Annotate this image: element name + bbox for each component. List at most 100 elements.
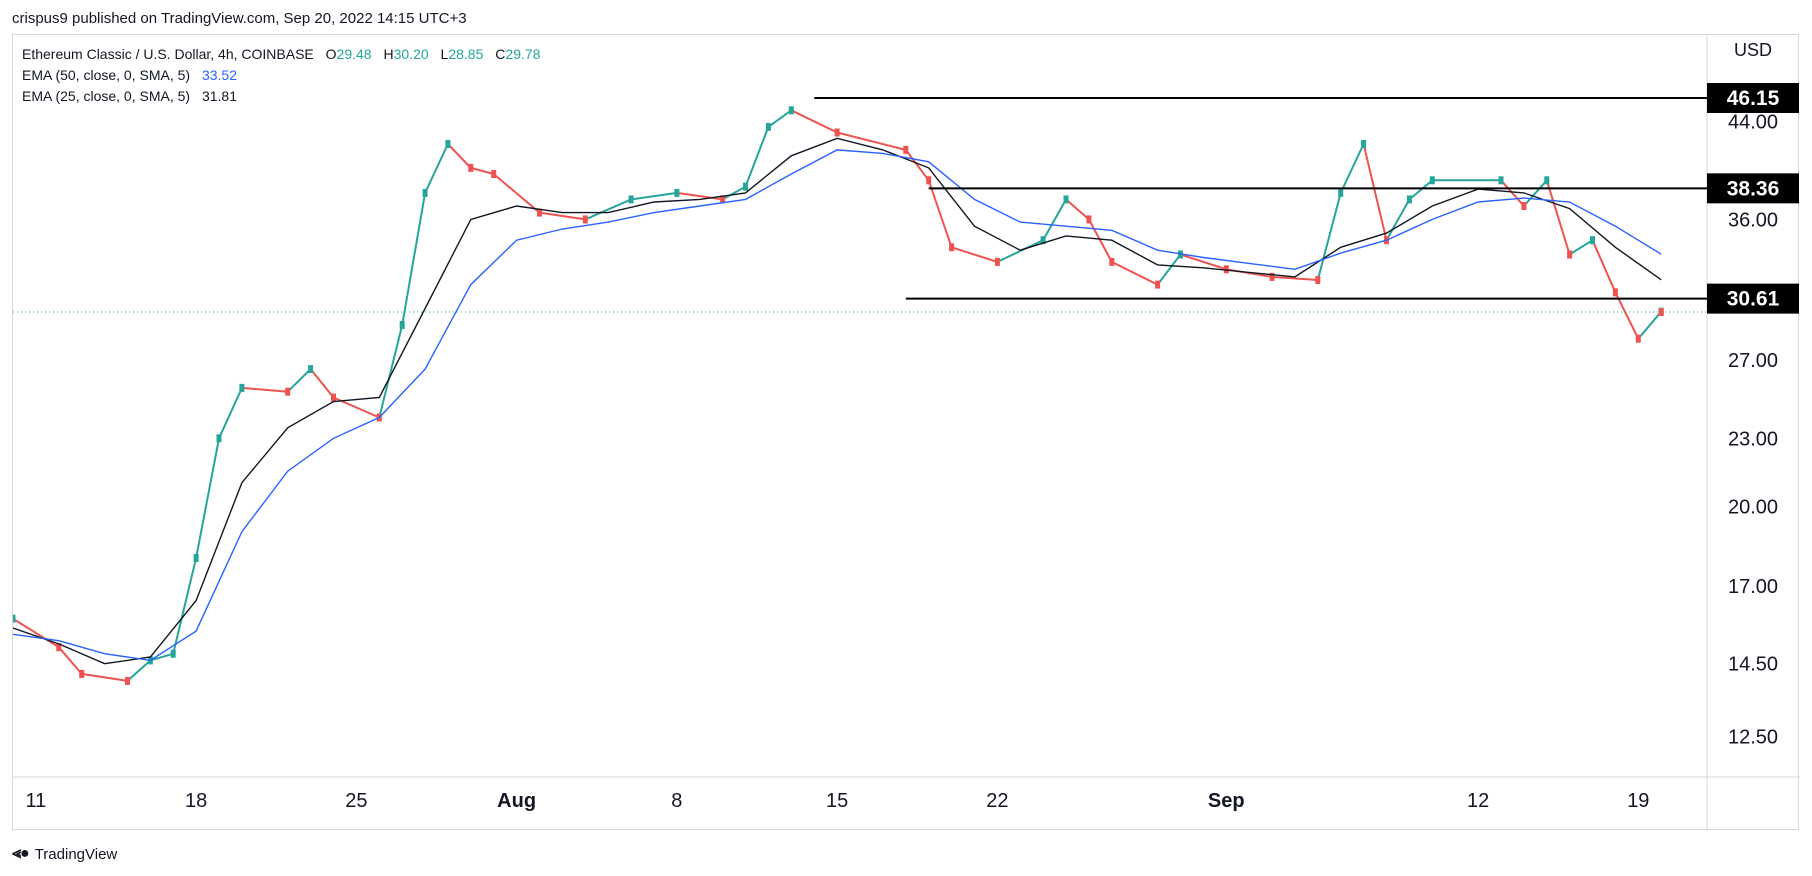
price-point <box>125 676 130 685</box>
ema25-label: EMA (25, close, 0, SMA, 5) <box>22 88 191 104</box>
price-segment <box>676 191 723 201</box>
high-value: 30.20 <box>393 46 429 62</box>
price-segment <box>630 191 678 201</box>
price-segment <box>1385 198 1411 241</box>
price-point <box>79 669 85 678</box>
price-segment <box>241 386 288 393</box>
price-point <box>216 434 222 443</box>
price-segment <box>447 143 472 169</box>
price-point <box>834 128 840 137</box>
chart-legend: Ethereum Classic / U.S. Dollar, 4h, COIN… <box>22 44 540 107</box>
level-label-38.36: 38.36 <box>1727 177 1780 200</box>
chart-frame[interactable]: USD 46.15 38.36 30.61 44.00 36.00 27.00 23.00… <box>12 34 1800 831</box>
price-point <box>491 170 497 178</box>
legend-ema25-row[interactable]: EMA (25, close, 0, SMA, 5) 31.81 <box>22 86 540 107</box>
x-tick-label: 8 <box>671 790 682 812</box>
legend-symbol-row: Ethereum Classic / U.S. Dollar, 4h, COIN… <box>22 44 540 65</box>
x-tick-label: Sep <box>1208 790 1245 812</box>
price-segment <box>927 179 953 248</box>
price-segment <box>996 239 1044 263</box>
price-point <box>56 643 62 652</box>
price-point <box>628 195 634 204</box>
ema50-value: 33.52 <box>201 67 237 83</box>
tradingview-logo[interactable]: ⪡● TradingView <box>12 845 117 863</box>
price-point <box>1109 257 1115 266</box>
open-label: O <box>325 46 337 62</box>
price-point <box>903 145 909 154</box>
price-point <box>239 383 245 392</box>
chart-canvas[interactable]: USD 46.15 38.36 30.61 44.00 36.00 27.00 23.00… <box>13 35 1800 831</box>
price-segment <box>81 672 128 682</box>
x-tick-label: Aug <box>497 790 536 812</box>
price-point <box>1338 188 1344 197</box>
price-point <box>743 182 748 191</box>
y-tick-label: 44.00 <box>1728 111 1778 133</box>
price-segment <box>1637 311 1662 340</box>
price-segment <box>1408 179 1433 201</box>
level-label-30.61: 30.61 <box>1727 288 1780 311</box>
price-segment <box>744 126 770 187</box>
price-segment <box>1523 179 1548 207</box>
x-tick-label: 12 <box>1467 790 1489 812</box>
price-point <box>788 106 794 115</box>
low-value: 28.85 <box>448 46 484 62</box>
price-point <box>399 321 405 329</box>
x-tick-label: 18 <box>185 790 207 812</box>
price-point <box>926 176 932 185</box>
price-segment <box>493 173 541 214</box>
level-badge-30.61 <box>1707 283 1799 314</box>
price-point <box>1406 195 1412 204</box>
price-segment <box>1111 261 1159 286</box>
price-segment <box>401 192 427 326</box>
price-point <box>1063 195 1069 204</box>
price-segment <box>13 617 60 649</box>
price-point <box>1498 176 1504 185</box>
close-label: C <box>495 46 506 62</box>
ema25-value: 31.81 <box>201 88 237 104</box>
price-point <box>1429 176 1435 185</box>
y-tick-label: 23.00 <box>1728 428 1778 450</box>
price-point <box>1269 272 1275 281</box>
tradingview-icon: ⪡● <box>12 845 30 862</box>
open-value: 29.48 <box>336 46 372 62</box>
level-badge-46.15 <box>1707 82 1799 113</box>
price-point <box>1361 140 1367 148</box>
high-label: H <box>383 46 394 62</box>
price-point <box>1040 236 1046 245</box>
price-series <box>13 106 1664 685</box>
currency-label: USD <box>1734 40 1772 60</box>
price-axis[interactable]: 44.00 36.00 27.00 23.00 20.00 17.00 14.50 12.50 <box>1728 111 1778 748</box>
price-point <box>1521 202 1527 210</box>
price-segment <box>1614 291 1640 340</box>
price-segment <box>1042 198 1067 241</box>
price-point <box>285 387 291 396</box>
ema-lines <box>13 137 1707 665</box>
price-segment <box>378 324 404 418</box>
horizontal-lines: 46.15 38.36 30.61 <box>814 82 1799 314</box>
price-segment <box>1339 143 1365 194</box>
price-segment <box>1065 198 1090 221</box>
price-point <box>994 257 1000 266</box>
legend-ema50-row[interactable]: EMA (50, close, 0, SMA, 5) 33.52 <box>22 65 540 86</box>
price-segment <box>309 368 335 399</box>
ema25-line <box>13 137 1662 665</box>
price-segment <box>195 438 220 559</box>
tradingview-brand: TradingView <box>34 845 118 863</box>
ema50-label: EMA (50, close, 0, SMA, 5) <box>22 67 191 83</box>
y-tick-label: 14.50 <box>1728 654 1778 676</box>
price-segment <box>951 246 998 263</box>
price-segment <box>539 211 586 221</box>
price-point <box>1567 250 1573 259</box>
price-segment <box>584 198 632 221</box>
price-point <box>193 554 199 563</box>
symbol-description[interactable]: Ethereum Classic / U.S. Dollar, 4h, COIN… <box>22 46 314 62</box>
ema50-line <box>13 149 1662 662</box>
price-segment <box>172 557 198 654</box>
y-tick-label: 27.00 <box>1728 350 1778 372</box>
price-segment <box>58 646 83 675</box>
time-axis[interactable]: 11 18 25 Aug 8 15 22 Sep 12 19 <box>26 790 1650 812</box>
y-tick-label: 20.00 <box>1728 497 1778 519</box>
price-segment <box>1316 192 1342 281</box>
price-segment <box>470 166 494 175</box>
price-segment <box>767 109 792 128</box>
